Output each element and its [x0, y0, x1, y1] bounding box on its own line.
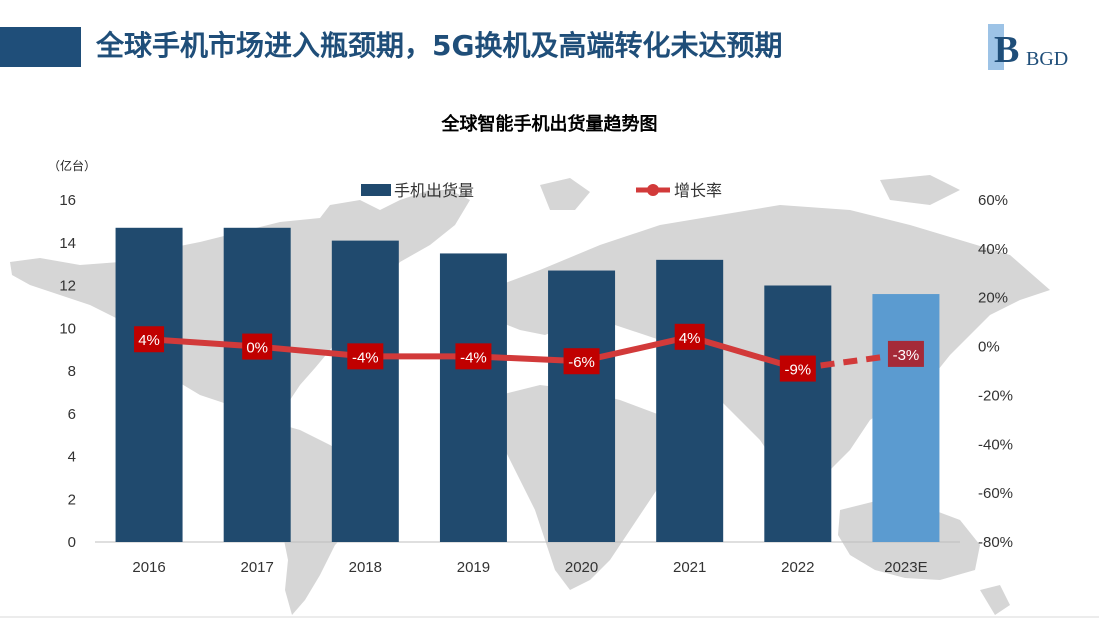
x-tick-label: 2018	[349, 559, 382, 576]
bgd-logo: B BGD	[988, 24, 1068, 71]
y-tick-label: 4	[68, 449, 76, 466]
legend-line-marker	[647, 184, 659, 196]
x-tick-label: 2023E	[884, 559, 927, 576]
growth-label: -3%	[893, 347, 920, 364]
legend-line-label: 增长率	[674, 181, 722, 200]
shipment-bar	[115, 227, 183, 542]
y2-tick-label: 0%	[978, 339, 1000, 356]
x-tick-label: 2017	[241, 559, 274, 576]
growth-label-box	[134, 326, 165, 353]
x-tick-label: 2019	[457, 559, 490, 576]
y2-tick-label: -40%	[978, 436, 1013, 453]
y-tick-label: 10	[59, 320, 76, 337]
growth-label-box	[779, 355, 816, 382]
x-tick-label: 2021	[673, 559, 706, 576]
growth-label: 4%	[138, 332, 160, 349]
y-tick-label: 12	[59, 278, 76, 295]
shipment-bar	[223, 227, 291, 542]
growth-label-box	[563, 348, 600, 375]
y-unit-label: （亿台）	[48, 158, 96, 173]
growth-label-box	[347, 343, 384, 370]
logo-text: BGD	[1026, 48, 1068, 70]
legend-bar-label: 手机出货量	[394, 181, 474, 200]
y2-tick-label: -60%	[978, 485, 1013, 502]
y-tick-label: 14	[59, 235, 76, 252]
growth-label: -4%	[352, 349, 379, 366]
growth-line-estimate	[797, 350, 907, 372]
y-tick-label: 0	[68, 534, 76, 551]
y-tick-label: 16	[59, 192, 76, 209]
y2-tick-label: 20%	[978, 290, 1008, 307]
y-tick-label: 2	[68, 491, 76, 508]
y2-tick-label: 40%	[978, 241, 1008, 258]
y2-tick-label: -20%	[978, 387, 1013, 404]
shipment-bar	[872, 294, 940, 542]
growth-label-box	[674, 323, 705, 350]
growth-label: 0%	[246, 340, 268, 357]
growth-label: 4%	[679, 330, 701, 347]
shipment-bar	[548, 270, 616, 542]
shipment-bar	[331, 240, 399, 543]
title-accent-bar	[0, 27, 81, 67]
chart-title: 全球智能手机出货量趋势图	[441, 114, 658, 135]
growth-label: -9%	[784, 362, 811, 379]
growth-label: -4%	[460, 349, 487, 366]
slide-title: 全球手机市场进入瓶颈期，5G换机及高端转化未达预期	[96, 29, 783, 62]
y2-tick-label: 60%	[978, 192, 1008, 209]
x-tick-label: 2022	[781, 559, 814, 576]
shipment-bar	[439, 253, 507, 542]
shipment-bar	[656, 259, 724, 542]
x-tick-label: 2020	[565, 559, 598, 576]
y-tick-label: 8	[68, 363, 76, 380]
growth-label-box	[455, 343, 492, 370]
growth-label: -6%	[568, 354, 595, 371]
y2-tick-label: -80%	[978, 534, 1013, 551]
growth-label-box	[887, 340, 924, 367]
shipment-bar	[764, 285, 832, 542]
logo-letter: B	[994, 29, 1019, 71]
x-tick-label: 2016	[132, 559, 165, 576]
legend-bar-swatch	[361, 184, 391, 196]
y-tick-label: 6	[68, 406, 76, 423]
growth-label-box	[242, 333, 273, 360]
